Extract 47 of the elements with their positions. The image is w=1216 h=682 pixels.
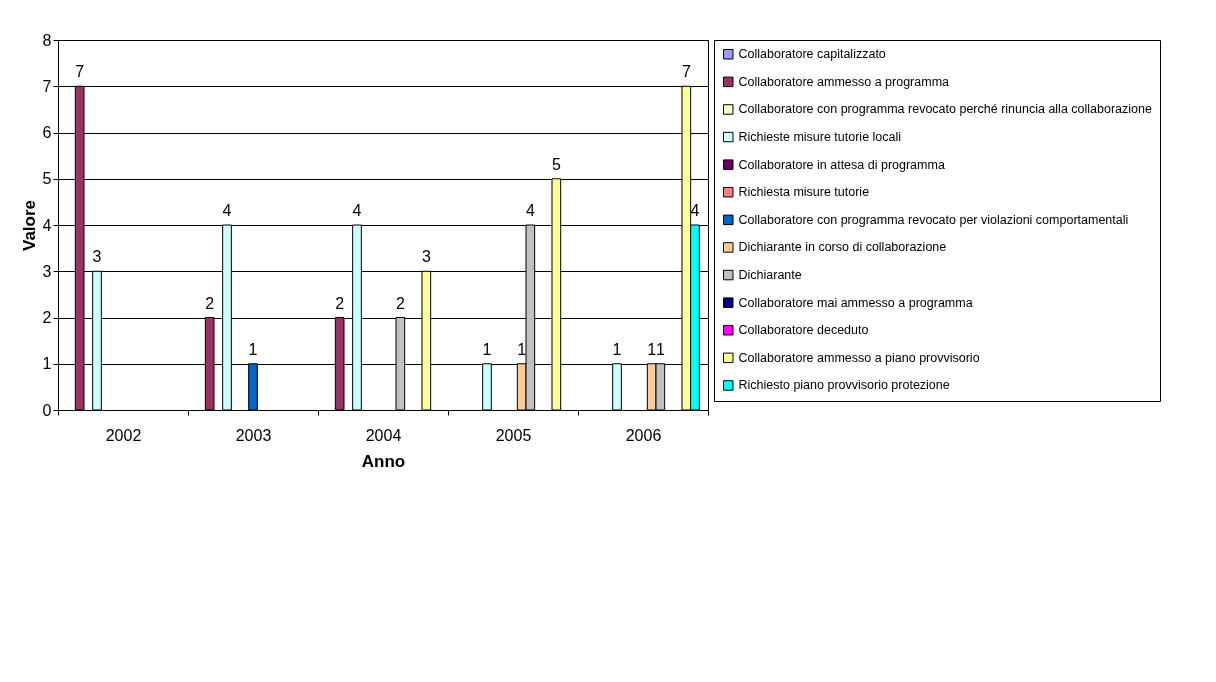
data-label: 3: [92, 248, 102, 266]
x-axis-title: Anno: [361, 451, 406, 471]
y-tick-label: 0: [42, 401, 52, 419]
y-tick-label: 8: [42, 31, 52, 49]
legend-label: Collaboratore ammesso a programma: [738, 74, 950, 89]
legend-label: Collaboratore con programma revocato per violazioni comportamentali: [738, 212, 1129, 227]
y-tick-label: 1: [42, 355, 52, 373]
y-tick-label: 7: [42, 77, 52, 95]
data-label: 4: [690, 202, 700, 219]
legend-label: Dichiarante: [738, 268, 802, 283]
data-label: 1: [517, 340, 527, 358]
data-label: 1: [482, 340, 492, 358]
x-tick-label: 2004: [365, 426, 402, 444]
x-tick-label: 2002: [105, 426, 142, 444]
y-tick-label: 4: [42, 216, 52, 234]
data-label: 1: [655, 340, 665, 358]
legend-label: Richiesta misure tutorie: [738, 185, 870, 200]
data-label: 4: [352, 202, 362, 219]
data-label: 1: [647, 340, 657, 358]
y-tick-label: 5: [42, 170, 52, 188]
x-tick-label: 2006: [625, 426, 662, 444]
legend-label: Richieste misure tutorie locali: [738, 130, 902, 145]
y-tick-label: 3: [42, 262, 52, 280]
data-label: 4: [222, 202, 232, 219]
legend-label: Collaboratore con programma revocato perché rinuncia alla collaborazione: [738, 102, 1152, 117]
legend-label: Dichiarante in corso di collaborazione: [738, 240, 947, 255]
data-label: 4: [525, 202, 535, 219]
legend-label: Collaboratore deceduto: [738, 323, 869, 338]
legend-label: Collaboratore in attesa di programma: [738, 157, 945, 172]
data-label: 1: [248, 340, 258, 358]
data-label: 7: [681, 63, 691, 81]
data-label: 1: [612, 340, 622, 358]
x-tick-label: 2005: [495, 426, 532, 444]
y-tick-label: 6: [42, 124, 52, 141]
legend-label: Richiesto piano provvisorio protezione: [738, 378, 950, 393]
y-axis-title: Valore: [19, 199, 39, 252]
y-tick-label: 2: [42, 309, 52, 326]
data-label: 2: [335, 294, 345, 312]
data-label: 2: [205, 294, 215, 312]
data-label: 2: [395, 294, 405, 312]
legend-label: Collaboratore capitalizzato: [738, 47, 886, 62]
legend-label: Collaboratore mai ammesso a programma: [738, 295, 973, 310]
data-label: 3: [421, 248, 431, 266]
data-label: 5: [551, 155, 561, 173]
x-tick-label: 2003: [235, 426, 272, 444]
legend-label: Collaboratore ammesso a piano provvisorio: [738, 350, 980, 365]
data-label: 7: [75, 63, 85, 81]
